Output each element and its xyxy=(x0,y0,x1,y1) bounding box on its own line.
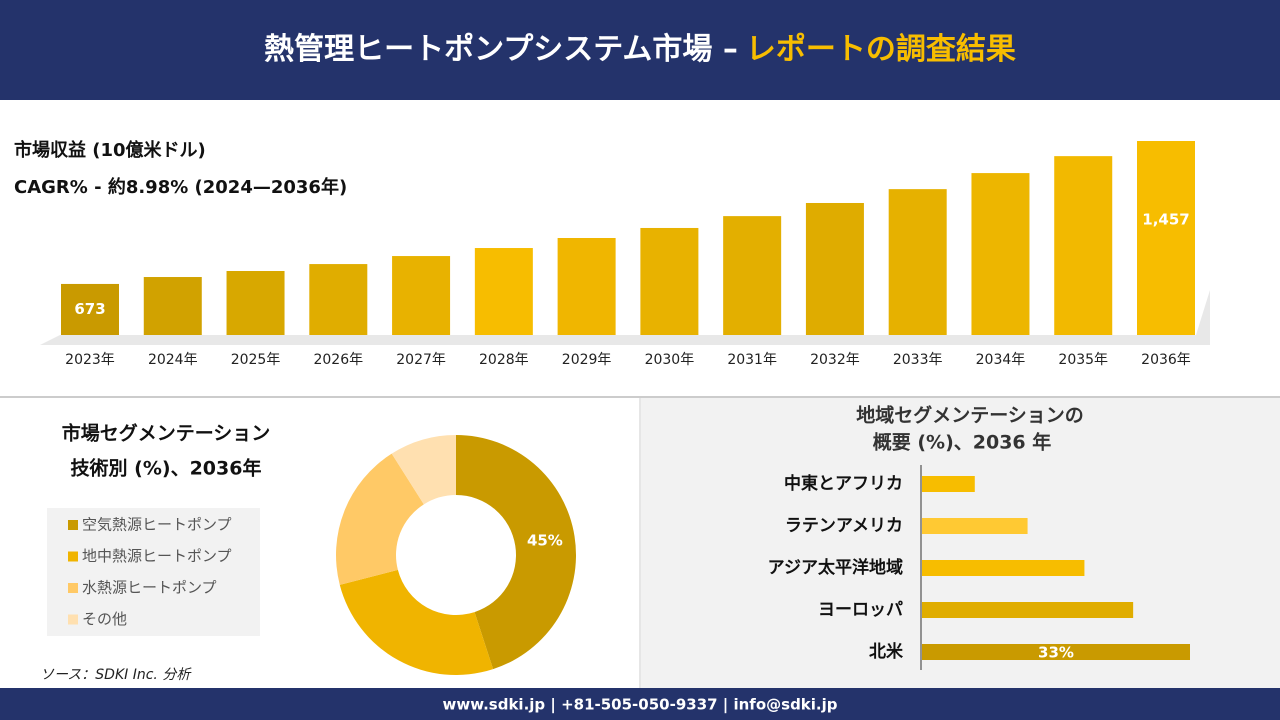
y-tick-label: ヨーロッパ xyxy=(818,600,903,620)
chart-subtitle: 概要 (%)、2036 年 xyxy=(873,431,1052,454)
x-tick-label: 2024年 xyxy=(148,352,198,368)
x-tick-label: 2025年 xyxy=(231,352,281,368)
chart-title: 市場収益 (10億米ドル) xyxy=(14,139,206,161)
legend-label: その他 xyxy=(82,610,127,628)
bar xyxy=(392,256,451,335)
source-note: ソース：SDKI Inc. 分析 xyxy=(40,667,192,683)
bar xyxy=(143,277,202,335)
title-accent: レポートの調査結果 xyxy=(746,32,1016,67)
bar xyxy=(640,227,699,335)
legend-label: 水熱源ヒートポンプ xyxy=(82,579,217,597)
legend-box xyxy=(47,508,260,636)
pie-slice xyxy=(336,453,424,585)
y-tick-label: 北米 xyxy=(869,641,904,662)
title-main: 熱管理ヒートポンプシステム市場 – xyxy=(264,32,738,67)
pie-slice xyxy=(339,569,494,675)
x-tick-label: 2028年 xyxy=(479,352,529,368)
bar xyxy=(922,518,1028,534)
bar xyxy=(922,644,1190,660)
bar xyxy=(226,271,285,335)
legend-label: 地中熱源ヒートポンプ xyxy=(82,547,232,565)
legend-swatch xyxy=(68,551,78,562)
bar xyxy=(557,238,616,335)
bar xyxy=(61,283,119,335)
pie-slice xyxy=(391,435,456,505)
bar xyxy=(805,202,864,335)
x-tick-label: 2026年 xyxy=(313,352,363,368)
x-tick-label: 2036年 xyxy=(1141,352,1191,368)
bar xyxy=(888,189,947,335)
chart-title: 市場セグメンテーション xyxy=(62,422,271,445)
bar xyxy=(922,476,975,492)
data-label: 1,457 xyxy=(1142,211,1189,229)
data-label: 673 xyxy=(74,300,105,318)
bar xyxy=(474,248,533,335)
x-tick-label: 2030年 xyxy=(645,352,695,368)
y-tick-label: アジア太平洋地域 xyxy=(768,557,903,578)
chart-subtitle: CAGR% - 約8.98% (2024—2036年) xyxy=(14,176,347,198)
data-label: 33% xyxy=(1038,644,1074,662)
bar-shadow xyxy=(40,290,1210,345)
legend-swatch xyxy=(68,614,78,625)
chart-subtitle: 技術別 (%)、2036年 xyxy=(71,457,262,480)
x-tick-label: 2034年 xyxy=(976,352,1026,368)
x-tick-label: 2029年 xyxy=(562,352,612,368)
pie-slice xyxy=(456,435,576,670)
x-tick-label: 2031年 xyxy=(727,352,777,368)
bar xyxy=(922,602,1134,618)
bar xyxy=(1137,141,1195,335)
x-tick-label: 2035年 xyxy=(1058,352,1108,368)
bar xyxy=(922,560,1085,576)
y-tick-label: ラテンアメリカ xyxy=(785,516,903,536)
bar xyxy=(1054,156,1113,335)
legend-swatch xyxy=(68,583,78,593)
x-tick-label: 2023年 xyxy=(65,352,115,368)
footer-bar xyxy=(0,688,1280,720)
header-bar xyxy=(0,0,1280,100)
data-label: 45% xyxy=(527,531,563,549)
footer-contact: www.sdki.jp | +81-505-050-9337 | info@sd… xyxy=(442,696,837,715)
bar xyxy=(971,173,1030,335)
chart-title: 地域セグメンテーションの xyxy=(856,404,1084,427)
bar xyxy=(723,216,782,335)
x-tick-label: 2027年 xyxy=(396,352,446,368)
legend-swatch xyxy=(68,520,78,530)
header-title: 熱管理ヒートポンプシステム市場 – レポートの調査結果 xyxy=(264,32,1016,67)
bar xyxy=(309,264,368,335)
legend-label: 空気熱源ヒートポンプ xyxy=(82,516,232,534)
region-panel xyxy=(641,398,1280,688)
y-tick-label: 中東とアフリカ xyxy=(784,473,903,494)
x-tick-label: 2033年 xyxy=(893,352,943,368)
x-tick-label: 2032年 xyxy=(810,352,860,368)
